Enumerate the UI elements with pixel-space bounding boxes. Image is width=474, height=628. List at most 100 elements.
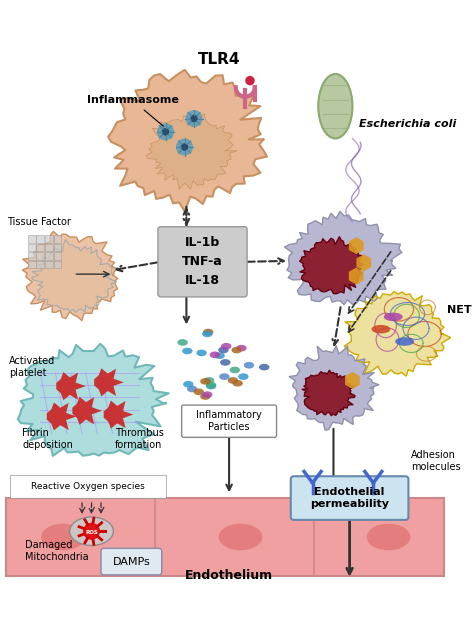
Polygon shape xyxy=(344,291,451,376)
Bar xyxy=(36,261,44,268)
Bar xyxy=(36,252,44,260)
Polygon shape xyxy=(146,114,237,190)
Polygon shape xyxy=(302,370,355,416)
Ellipse shape xyxy=(177,339,188,346)
Ellipse shape xyxy=(196,350,207,356)
Circle shape xyxy=(181,143,188,151)
Ellipse shape xyxy=(221,343,231,350)
Ellipse shape xyxy=(229,367,240,373)
Ellipse shape xyxy=(200,378,210,385)
Text: TNF-a: TNF-a xyxy=(182,256,223,268)
Bar xyxy=(54,244,61,251)
Text: Tissue Factor: Tissue Factor xyxy=(8,217,71,227)
Ellipse shape xyxy=(200,393,210,400)
Ellipse shape xyxy=(219,524,262,550)
Text: Escherichia coli: Escherichia coli xyxy=(359,119,456,129)
Bar xyxy=(45,252,53,260)
Polygon shape xyxy=(104,401,133,429)
Ellipse shape xyxy=(203,328,213,335)
Bar xyxy=(28,252,36,260)
Text: Reactive Oxygen species: Reactive Oxygen species xyxy=(31,482,145,491)
Polygon shape xyxy=(284,212,402,305)
Bar xyxy=(54,261,61,268)
Bar xyxy=(28,261,36,268)
Ellipse shape xyxy=(231,347,242,354)
Polygon shape xyxy=(18,344,169,456)
Ellipse shape xyxy=(183,381,193,387)
Ellipse shape xyxy=(210,352,220,358)
Ellipse shape xyxy=(220,359,230,365)
Ellipse shape xyxy=(202,330,212,337)
Circle shape xyxy=(190,115,198,122)
Text: Inflammasome: Inflammasome xyxy=(87,95,179,126)
Ellipse shape xyxy=(214,352,225,359)
Polygon shape xyxy=(31,240,117,313)
Ellipse shape xyxy=(218,347,228,354)
Ellipse shape xyxy=(204,377,214,384)
Bar xyxy=(36,244,44,251)
Bar xyxy=(36,236,44,243)
Text: Thrombus
formation: Thrombus formation xyxy=(115,428,164,450)
Ellipse shape xyxy=(395,337,414,346)
Ellipse shape xyxy=(202,391,212,398)
Ellipse shape xyxy=(244,362,254,369)
FancyBboxPatch shape xyxy=(101,548,162,575)
Text: Activated
platelet: Activated platelet xyxy=(9,356,55,378)
Bar xyxy=(45,236,53,243)
FancyBboxPatch shape xyxy=(291,476,409,520)
FancyBboxPatch shape xyxy=(158,227,247,297)
FancyBboxPatch shape xyxy=(10,475,165,498)
Circle shape xyxy=(176,139,193,156)
Polygon shape xyxy=(22,232,118,321)
Ellipse shape xyxy=(384,313,403,321)
Ellipse shape xyxy=(372,325,391,333)
Ellipse shape xyxy=(259,364,269,371)
Ellipse shape xyxy=(219,373,229,380)
Polygon shape xyxy=(56,372,86,400)
Text: DAMPs: DAMPs xyxy=(112,556,150,566)
Bar xyxy=(28,236,36,243)
Polygon shape xyxy=(300,237,363,294)
Ellipse shape xyxy=(70,517,113,546)
Text: Adhesion
molecules: Adhesion molecules xyxy=(411,450,461,472)
Ellipse shape xyxy=(206,383,216,389)
FancyBboxPatch shape xyxy=(182,405,276,437)
Bar xyxy=(28,244,36,251)
Ellipse shape xyxy=(182,348,192,354)
Ellipse shape xyxy=(318,74,353,139)
Ellipse shape xyxy=(367,524,410,550)
Circle shape xyxy=(162,128,169,136)
Bar xyxy=(45,244,53,251)
Circle shape xyxy=(185,110,202,127)
Text: ROS: ROS xyxy=(85,530,98,534)
Circle shape xyxy=(83,522,100,540)
Text: Endothelium: Endothelium xyxy=(185,570,273,582)
Circle shape xyxy=(245,76,255,85)
Text: Fibrin
deposition: Fibrin deposition xyxy=(22,428,73,450)
Ellipse shape xyxy=(232,380,243,387)
Text: IL-1b: IL-1b xyxy=(185,236,220,249)
Polygon shape xyxy=(73,397,102,425)
Ellipse shape xyxy=(193,389,204,395)
Ellipse shape xyxy=(238,373,248,380)
Text: Inflammatory
Particles: Inflammatory Particles xyxy=(196,411,262,432)
Polygon shape xyxy=(108,70,267,212)
Polygon shape xyxy=(289,345,379,430)
Text: IL-18: IL-18 xyxy=(185,274,220,287)
Ellipse shape xyxy=(236,345,246,352)
Bar xyxy=(54,236,61,243)
Text: Endothelial
permeability: Endothelial permeability xyxy=(310,487,389,509)
Text: Damaged
Mitochondria: Damaged Mitochondria xyxy=(25,540,89,561)
Polygon shape xyxy=(94,368,124,396)
Text: TLR4: TLR4 xyxy=(198,51,241,67)
Polygon shape xyxy=(47,403,76,431)
Ellipse shape xyxy=(41,524,85,550)
Ellipse shape xyxy=(206,382,216,389)
Ellipse shape xyxy=(187,386,197,392)
Bar xyxy=(54,252,61,260)
Bar xyxy=(6,498,445,576)
Bar xyxy=(45,261,53,268)
Ellipse shape xyxy=(228,377,238,384)
Text: NET: NET xyxy=(447,305,472,315)
Circle shape xyxy=(157,123,174,141)
